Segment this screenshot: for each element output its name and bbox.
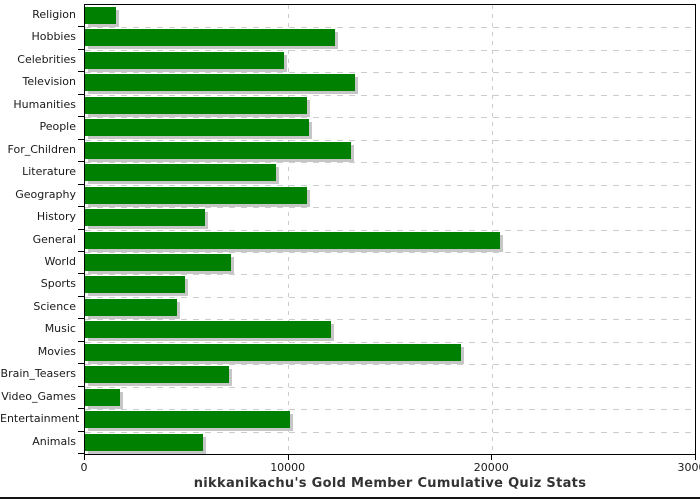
horizontal-gridline: [85, 27, 695, 29]
category-label: Television: [22, 75, 77, 89]
bar-general: [85, 231, 500, 249]
horizontal-gridline: [85, 117, 695, 119]
horizontal-gridline: [85, 364, 695, 366]
y-axis-tick: [78, 318, 84, 320]
y-axis-tick: [78, 116, 84, 118]
bar-science: [85, 298, 177, 316]
y-axis-tick: [78, 340, 84, 342]
category-label: World: [44, 254, 76, 268]
category-label: General: [32, 232, 76, 246]
x-axis-tick: [84, 455, 85, 460]
bar-literature: [85, 164, 277, 182]
bar-history: [85, 209, 205, 226]
category-label: Entertainment: [0, 412, 80, 426]
x-axis-tick-label: 30000: [677, 461, 700, 474]
x-axis-tick: [491, 455, 493, 460]
bar-world: [85, 253, 232, 271]
bar-geography: [85, 186, 307, 204]
x-axis-tick-label: 10000: [270, 461, 306, 474]
horizontal-gridline: [85, 296, 695, 298]
plot-area: [84, 4, 696, 455]
y-axis-tick: [78, 228, 84, 230]
bar-sports: [85, 276, 185, 294]
x-axis-tick-label: 20000: [473, 461, 509, 474]
chart-title: nikkanikachu's Gold Member Cumulative Qu…: [193, 476, 587, 491]
y-axis-tick: [78, 161, 84, 163]
y-axis-tick: [78, 453, 84, 454]
category-label: Hobbies: [31, 30, 76, 44]
category-label: History: [36, 210, 76, 223]
horizontal-gridline: [85, 94, 695, 96]
x-axis-tick-label: 0: [80, 461, 88, 474]
y-axis-tick: [78, 408, 84, 410]
bar-celebrities: [85, 51, 285, 69]
bar-music: [85, 321, 331, 339]
bar-hobbies: [85, 29, 336, 47]
horizontal-gridline: [85, 341, 695, 343]
y-axis-tick: [78, 48, 84, 50]
category-label: Science: [33, 299, 76, 313]
horizontal-gridline: [85, 72, 695, 74]
category-label: Animals: [32, 434, 76, 448]
y-axis-tick: [78, 183, 84, 185]
horizontal-gridline: [85, 386, 695, 388]
bar-for_children: [85, 141, 352, 159]
horizontal-gridline: [85, 409, 695, 411]
horizontal-gridline: [85, 251, 695, 253]
horizontal-gridline: [85, 139, 695, 141]
horizontal-gridline: [85, 162, 695, 164]
horizontal-gridline: [85, 229, 695, 231]
bar-animals: [85, 433, 203, 451]
category-label: Humanities: [13, 97, 76, 111]
y-axis-tick: [78, 363, 84, 365]
horizontal-gridline: [85, 49, 695, 51]
horizontal-gridline: [85, 431, 695, 433]
bottom-border-line: [0, 497, 700, 499]
y-axis-tick: [78, 273, 84, 275]
bar-entertainment: [85, 411, 291, 429]
bar-video_games: [85, 388, 120, 406]
category-label: For_Children: [7, 142, 76, 156]
y-axis-tick: [78, 430, 84, 432]
category-label: Literature: [22, 165, 76, 179]
bar-humanities: [85, 96, 307, 114]
category-label: Celebrities: [17, 52, 76, 66]
x-axis-tick: [287, 455, 289, 460]
y-axis-tick: [78, 295, 84, 297]
horizontal-gridline: [85, 274, 695, 276]
y-axis-tick: [78, 206, 84, 207]
horizontal-gridline: [85, 207, 695, 208]
horizontal-gridline: [85, 319, 695, 321]
y-axis-tick: [78, 385, 84, 387]
category-label: People: [39, 120, 76, 134]
category-label: Video_Games: [1, 389, 76, 403]
category-label: Brain_Teasers: [0, 367, 76, 381]
bar-brain_teasers: [85, 366, 230, 384]
y-axis-tick: [78, 93, 84, 95]
bar-television: [85, 74, 356, 92]
bar-religion: [85, 7, 116, 24]
category-label: Religion: [32, 8, 76, 21]
horizontal-gridline: [85, 184, 695, 186]
y-axis-tick: [78, 26, 84, 28]
y-axis-tick: [78, 71, 84, 73]
category-label: Geography: [15, 187, 76, 201]
category-label: Music: [44, 322, 76, 336]
bar-movies: [85, 343, 462, 361]
y-axis-tick: [78, 138, 84, 140]
x-axis-tick: [695, 455, 696, 460]
bar-people: [85, 119, 309, 137]
y-axis-tick: [78, 250, 84, 252]
category-label: Sports: [40, 277, 76, 291]
category-label: Movies: [37, 344, 76, 358]
